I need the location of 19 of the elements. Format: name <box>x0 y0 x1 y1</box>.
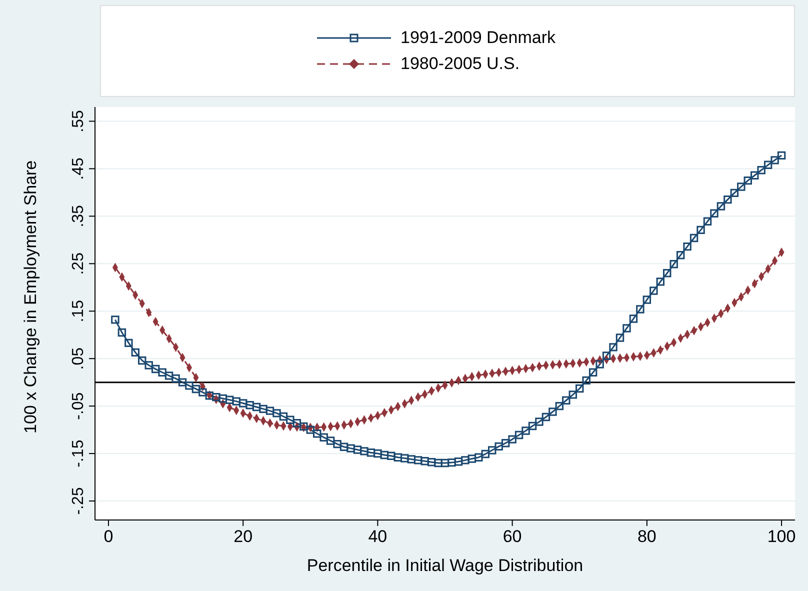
x-tick-label: 0 <box>104 527 114 546</box>
y-tick-label: -.05 <box>70 392 87 420</box>
y-tick-label: -.25 <box>70 487 87 515</box>
x-tick-label: 60 <box>502 527 522 546</box>
x-tick-label: 20 <box>234 527 253 546</box>
y-tick-label: .35 <box>70 204 87 228</box>
y-tick-label: -.15 <box>70 440 87 468</box>
y-tick-label: .55 <box>70 110 87 132</box>
y-tick-label: .15 <box>70 300 87 322</box>
legend-label: 1991-2009 Denmark <box>400 28 556 48</box>
x-tick-label: 100 <box>767 527 796 546</box>
y-tick-label: .45 <box>70 157 87 180</box>
x-tick-label: 40 <box>368 527 388 546</box>
y-axis-title: 100 x Change in Employment Share <box>21 160 40 434</box>
legend-label: 1980-2005 U.S. <box>400 54 521 74</box>
y-tick-label: .25 <box>70 252 87 275</box>
x-tick-label: 80 <box>637 527 656 546</box>
y-tick-label: .05 <box>70 347 87 370</box>
x-axis-title: Percentile in Initial Wage Distribution <box>306 556 584 575</box>
